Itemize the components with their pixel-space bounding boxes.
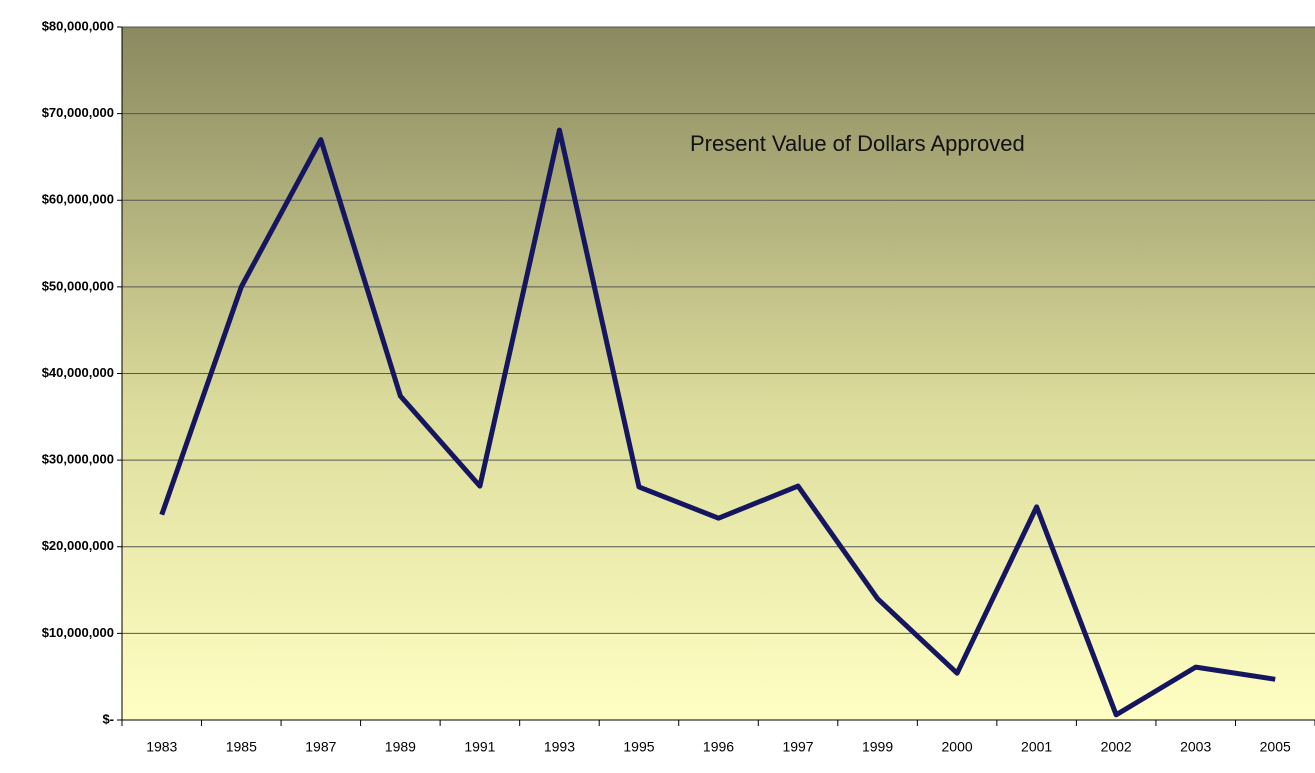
y-tick-label: $80,000,000 [42, 18, 114, 33]
x-tick-label: 2003 [1180, 739, 1211, 755]
x-tick-label: 1989 [385, 739, 416, 755]
x-tick-label: 1987 [305, 739, 336, 755]
y-tick-label: $50,000,000 [42, 278, 114, 293]
data-line [159, 127, 1276, 718]
x-tick-label: 2001 [1021, 739, 1052, 755]
y-tick-label: $- [102, 711, 114, 726]
x-tick-label: 1996 [703, 739, 734, 755]
x-tick-label: 1993 [544, 739, 575, 755]
y-tick-label: $10,000,000 [42, 625, 114, 640]
y-tick-label: $30,000,000 [42, 452, 114, 467]
x-tick-label: 2002 [1101, 739, 1132, 755]
annotation: Present Value of Dollars Approved [690, 131, 1025, 156]
x-tick-label: 1997 [782, 739, 813, 755]
x-tick-label: 1985 [226, 739, 257, 755]
x-tick-label: 1983 [146, 739, 177, 755]
y-tick-label: $20,000,000 [42, 538, 114, 553]
x-tick-label: 1991 [464, 739, 495, 755]
x-tick-label: 2000 [942, 739, 973, 755]
x-tick-label: 2005 [1260, 739, 1291, 755]
y-tick-label: $60,000,000 [42, 192, 114, 207]
y-tick-label: $40,000,000 [42, 365, 114, 380]
y-tick-label: $70,000,000 [42, 105, 114, 120]
x-tick-label: 1999 [862, 739, 893, 755]
x-tick-label: 1995 [623, 739, 654, 755]
